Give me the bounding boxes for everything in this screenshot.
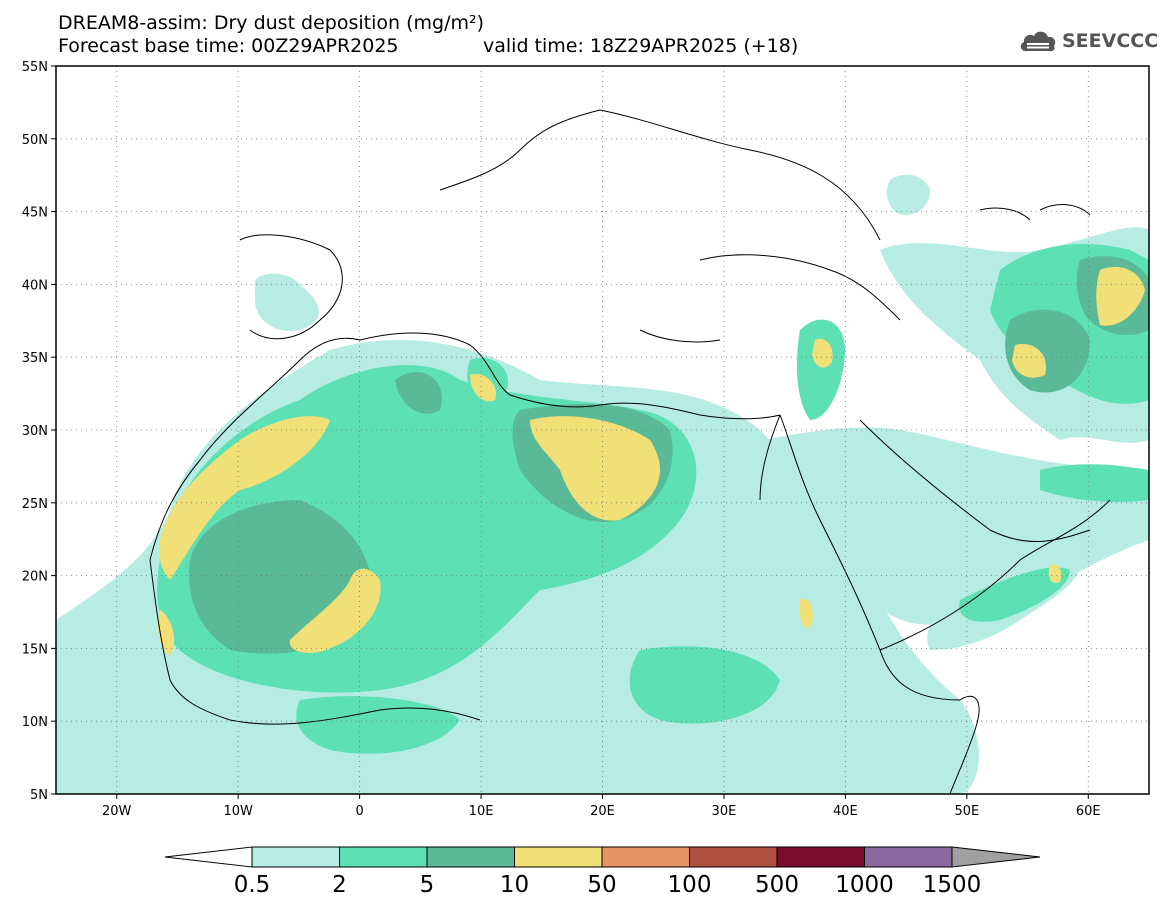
colorbar-swatch [514, 846, 603, 868]
colorbar-swatch [339, 846, 428, 868]
lat-tick-label: 10N [22, 715, 48, 730]
colorbar-level-label: 0.5 [234, 872, 271, 898]
lat-tick-label: 30N [22, 424, 48, 439]
seevccc-logo: SEEVCCC [1018, 26, 1158, 56]
lat-tick-label: 55N [22, 60, 48, 75]
lat-tick-label: 35N [22, 351, 48, 366]
lon-tick-label: 30E [712, 804, 737, 819]
cloud-logo-icon [1020, 31, 1056, 52]
lon-tick-label: 10W [223, 804, 253, 819]
lon-tick-label: 0 [355, 804, 363, 819]
lon-tick-label: 40E [833, 804, 858, 819]
lon-tick-label: 20W [102, 804, 132, 819]
lat-tick-label: 40N [22, 278, 48, 293]
lon-tick-label: 20E [590, 804, 615, 819]
colorbar-level-label: 1500 [923, 872, 982, 898]
colorbar-swatch [601, 846, 690, 868]
colorbar-swatch [426, 846, 515, 868]
lat-tick-label: 15N [22, 642, 48, 657]
colorbar-over-triangle [951, 846, 1041, 868]
forecast-base-time: Forecast base time: 00Z29APR2025 [58, 35, 399, 57]
axis-ticks: 55N 50N 45N 40N 35N 30N 25N 20N 15N 10N 5N 20W 10W 0 1… [22, 60, 1101, 819]
colorbar-level-label: 500 [755, 872, 799, 898]
colorbar-swatch [689, 846, 778, 868]
lon-tick-label: 50E [954, 804, 979, 819]
graticule [56, 66, 1149, 794]
lon-tick-label: 60E [1076, 804, 1101, 819]
colorbar-swatch [776, 846, 865, 868]
colorbar-swatch [251, 846, 340, 868]
lat-tick-label: 50N [22, 133, 48, 148]
logo-text: SEEVCCC [1062, 30, 1159, 52]
colorbar-swatch [864, 846, 953, 868]
lat-tick-label: 45N [22, 206, 48, 221]
colorbar: 0.5 2 5 10 50 100 500 1000 1500 [164, 846, 1041, 898]
coastlines [149, 109, 1111, 794]
colorbar-level-label: 1000 [835, 872, 894, 898]
colorbar-under-triangle [164, 846, 253, 868]
dust-field [56, 174, 1149, 794]
lat-tick-label: 25N [22, 497, 48, 512]
forecast-time-line: Forecast base time: 00Z29APR2025 valid ti… [58, 35, 798, 57]
colorbar-level-label: 10 [500, 872, 529, 898]
colorbar-level-label: 2 [332, 872, 347, 898]
valid-time: valid time: 18Z29APR2025 (+18) [483, 35, 799, 57]
colorbar-level-label: 100 [668, 872, 712, 898]
colorbar-level-label: 5 [420, 872, 435, 898]
lon-tick-label: 10E [469, 804, 494, 819]
lat-tick-label: 20N [22, 570, 48, 585]
lat-tick-label: 5N [30, 788, 48, 803]
colorbar-level-label: 50 [587, 872, 616, 898]
map-title: DREAM8-assim: Dry dust deposition (mg/m²… [58, 12, 485, 34]
